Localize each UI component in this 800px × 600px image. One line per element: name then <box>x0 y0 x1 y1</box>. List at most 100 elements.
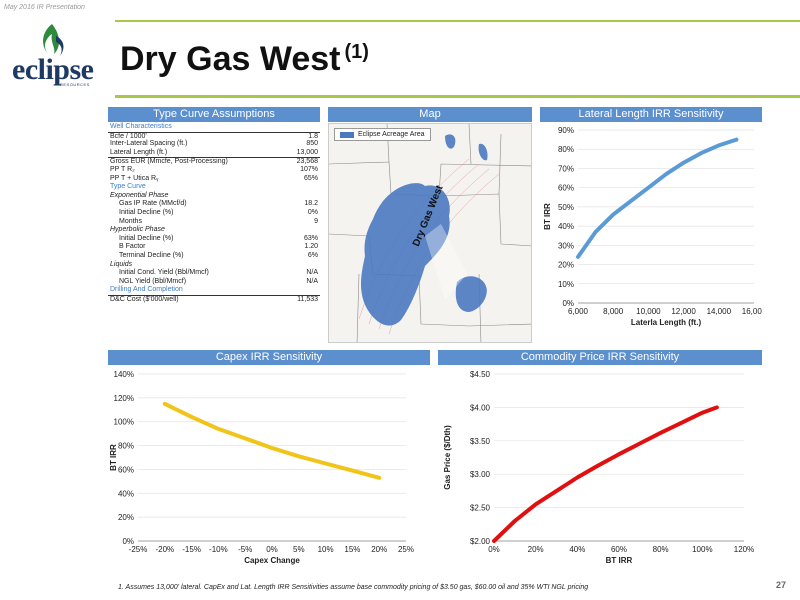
type-curve-row: D&C Cost ($'000/well) 11,533 <box>108 294 320 304</box>
y-tick-label: $3.00 <box>470 470 491 479</box>
y-tick-label: 40% <box>118 489 134 498</box>
y-tick-label: 0% <box>562 299 574 308</box>
x-tick-label: 60% <box>611 545 627 554</box>
y-tick-label: $3.50 <box>470 437 491 446</box>
type-curve-row-label: NGL Yield (Bbl/Mmcf) <box>119 277 187 285</box>
type-curve-row: Exponential Phase <box>108 192 320 201</box>
y-tick-label: 60% <box>118 465 134 474</box>
x-axis-label: Capex Change <box>244 556 300 565</box>
type-curve-row-value: 850 <box>306 140 318 148</box>
x-axis-label: Laterla Length (ft.) <box>631 318 702 327</box>
page-title: Dry Gas West (1) <box>120 40 369 79</box>
type-curve-table: Well Characteristics Bcfe / 1000' 1.8 Inter… <box>108 123 320 303</box>
type-curve-row-value: 18.2 <box>304 200 318 208</box>
type-curve-row-value: 0% <box>307 208 318 216</box>
type-curve-row-label: Exponential Phase <box>110 191 169 199</box>
type-curve-row: Hyperbolic Phase <box>108 226 320 235</box>
legend-swatch <box>340 131 354 138</box>
top-rule <box>115 20 800 22</box>
type-curve-row-label: Initial Decline (%) <box>119 208 174 216</box>
type-curve-row: B Factor 1.20 <box>108 243 320 252</box>
type-curve-row: Bcfe / 1000' 1.8 <box>108 131 320 141</box>
title-footnote-marker: (1) <box>344 41 369 63</box>
y-tick-label: $2.00 <box>470 537 491 546</box>
y-tick-label: 20% <box>558 261 574 270</box>
x-tick-label: 100% <box>692 545 712 554</box>
flame-icon <box>43 24 64 56</box>
x-axis-label: BT IRR <box>606 556 633 565</box>
type-curve-row-label: Terminal Decline (%) <box>119 251 184 259</box>
type-curve-row: Gross EUR (Mmcfe, Post-Processing) 23,568 <box>108 157 320 166</box>
y-axis-label: Gas Price ($/Dth) <box>443 425 452 490</box>
type-curve-row-value: N/A <box>306 277 318 285</box>
y-tick-label: 20% <box>118 513 134 522</box>
y-tick-label: 120% <box>114 394 134 403</box>
type-curve-panel-header: Type Curve Assumptions <box>108 107 320 122</box>
x-tick-label: 12,000 <box>671 307 696 316</box>
type-curve-row-value: 1.20 <box>304 243 318 251</box>
type-curve-row: Inter-Lateral Spacing (ft.) 850 <box>108 140 320 149</box>
x-tick-label: -25% <box>129 545 148 554</box>
capex-irr-chart: 0% 20% 40% 60% 80% 100% 120% 140% -25% -20% -15% -1… <box>109 370 414 565</box>
y-axis-label: BT IRR <box>109 444 118 471</box>
type-curve-row-value: 63% <box>303 234 318 242</box>
x-tick-label: -5% <box>238 545 252 554</box>
type-curve-row-value: 9 <box>314 217 318 225</box>
type-curve-row: Type Curve <box>108 183 320 192</box>
y-tick-label: 30% <box>558 241 574 250</box>
type-curve-row-label: Initial Decline (%) <box>119 234 174 242</box>
x-tick-label: 20% <box>528 545 544 554</box>
type-curve-row: Drilling And Completion <box>108 286 320 295</box>
type-curve-row-label: Gross EUR (Mmcfe, Post-Processing) <box>110 158 228 166</box>
y-tick-label: 10% <box>558 280 574 289</box>
logo-wordmark: eclipse <box>12 53 94 86</box>
x-tick-label: 25% <box>398 545 414 554</box>
x-tick-label: 6,000 <box>568 307 589 316</box>
lateral-irr-chart: 0% 10% 20% 30% 40% 50% 60% 70% 80% 90% 6,000 8,000 1… <box>543 126 762 327</box>
type-curve-row-label: Gas IP Rate (MMcf/d) <box>119 200 187 208</box>
type-curve-row-value: 11,533 <box>297 295 318 303</box>
type-curve-row: PP T R₂ 107% <box>108 166 320 175</box>
x-tick-label: 20% <box>371 545 387 554</box>
y-tick-label: 40% <box>558 222 574 231</box>
type-curve-row-label: Hyperbolic Phase <box>110 226 165 234</box>
type-curve-row-value: 13,000 <box>296 148 318 156</box>
y-tick-label: 80% <box>558 145 574 154</box>
type-curve-row-label: D&C Cost ($'000/well) <box>110 295 179 303</box>
type-curve-row-value: N/A <box>306 269 318 277</box>
y-tick-label: $4.00 <box>470 403 491 412</box>
page-number: 27 <box>775 580 786 590</box>
type-curve-row-label: Inter-Lateral Spacing (ft.) <box>110 140 188 148</box>
type-curve-row-label: Liquids <box>110 260 133 268</box>
type-curve-row-value: 65% <box>303 174 318 182</box>
y-tick-label: 0% <box>122 537 134 546</box>
x-tick-label: 80% <box>653 545 669 554</box>
type-curve-row-value: 1.8 <box>308 132 318 140</box>
x-tick-label: 40% <box>569 545 585 554</box>
map-legend: Eclipse Acreage Area <box>334 128 431 141</box>
x-tick-label: 16,000 <box>742 307 762 316</box>
type-curve-row: Liquids <box>108 261 320 270</box>
y-axis-label: BT IRR <box>543 203 552 230</box>
footnote: 1. Assumes 13,000' lateral. CapEx and La… <box>118 584 589 591</box>
type-curve-row-label: Months <box>119 217 142 225</box>
type-curve-row: Lateral Length (ft.) 13,000 <box>108 149 320 158</box>
acreage-map: Eclipse Acreage Area Dry Gas West <box>328 123 532 343</box>
map-graphic <box>329 124 531 342</box>
y-tick-label: 50% <box>558 203 574 212</box>
x-tick-label: 0% <box>488 545 500 554</box>
company-logo: eclipse RESOURCES <box>12 18 102 87</box>
x-tick-label: 10,000 <box>636 307 661 316</box>
x-tick-label: 15% <box>344 545 360 554</box>
y-tick-label: 80% <box>118 442 134 451</box>
type-curve-row-value: 23,568 <box>296 158 318 166</box>
type-curve-row: Gas IP Rate (MMcf/d) 18.2 <box>108 200 320 209</box>
type-curve-row-value: 6% <box>307 251 318 259</box>
y-tick-label: 90% <box>558 126 574 135</box>
title-rule <box>115 95 800 98</box>
type-curve-row: PP T + Utica Rᵧ 65% <box>108 175 320 184</box>
y-tick-label: 140% <box>114 370 134 379</box>
presentation-date-label: May 2016 IR Presentation <box>4 4 85 11</box>
type-curve-row: NGL Yield (Bbl/Mmcf) N/A <box>108 278 320 287</box>
type-curve-row-label: B Factor <box>119 243 146 251</box>
